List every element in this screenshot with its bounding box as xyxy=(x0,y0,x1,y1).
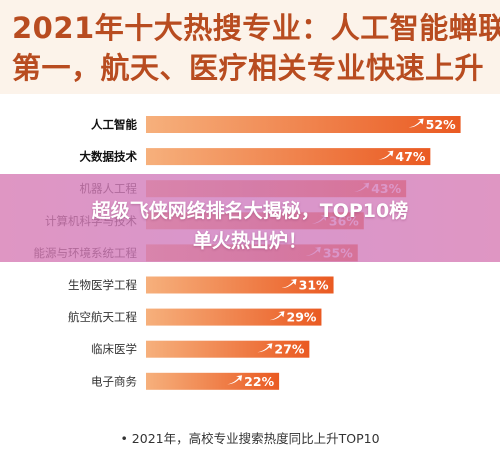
trend-up-arrow-icon xyxy=(378,150,394,160)
overlay-banner: 超级飞侠网络排名大揭秘，TOP10榜 单火热出炉！ xyxy=(0,174,500,262)
value-label: 52% xyxy=(426,117,456,132)
category-label: 大数据技术 xyxy=(80,150,138,164)
category-label: 临床医学 xyxy=(91,342,137,356)
value-label: 27% xyxy=(274,342,304,357)
chart-footnote: • 2021年，高校专业搜索热度同比上升TOP10 xyxy=(120,431,380,446)
bar-row-6 xyxy=(146,276,334,294)
trend-up-arrow-icon xyxy=(257,343,273,353)
bar-row-2 xyxy=(146,148,431,166)
category-label: 生物医学工程 xyxy=(68,278,137,292)
value-label: 29% xyxy=(287,310,317,325)
category-label: 航空航天工程 xyxy=(68,310,137,324)
trend-up-arrow-icon xyxy=(281,279,297,288)
banner-headline-line-1: 超级飞侠网络排名大揭秘，TOP10榜 xyxy=(91,200,409,222)
category-label: 人工智能 xyxy=(91,118,137,132)
bar-row-7 xyxy=(146,308,322,326)
trend-up-arrow-icon xyxy=(408,118,424,128)
bar-row-8 xyxy=(146,340,310,358)
trend-up-arrow-icon xyxy=(269,311,285,321)
trend-up-arrow-icon xyxy=(227,375,243,385)
value-label: 22% xyxy=(244,374,274,389)
value-label: 47% xyxy=(395,149,425,164)
bar-row-9 xyxy=(146,372,280,390)
header: 2021年十大热搜专业：人工智能蝉联 第一，航天、医疗相关专业快速上升 xyxy=(0,0,500,94)
page-title-line-2: 第一，航天、医疗相关专业快速上升 xyxy=(12,51,485,85)
banner-headline-line-2: 单火热出炉！ xyxy=(192,230,307,252)
page-title-line-1: 2021年十大热搜专业：人工智能蝉联 xyxy=(12,11,500,45)
category-label: 电子商务 xyxy=(91,374,137,388)
bar-row-1 xyxy=(146,116,461,133)
value-label: 31% xyxy=(299,278,329,293)
